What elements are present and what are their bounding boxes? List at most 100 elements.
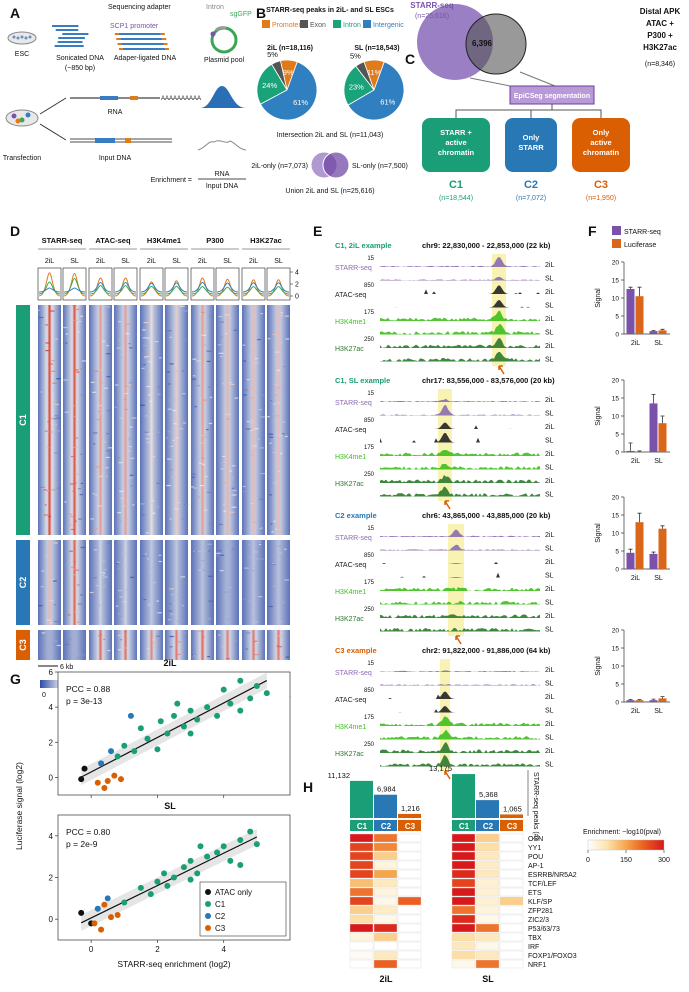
heatmap-noise (205, 475, 208, 478)
heatmap-noise (150, 615, 154, 617)
heatmap-noise (279, 655, 284, 658)
heatmap-noise (79, 602, 84, 604)
heatmap-noise (249, 397, 253, 399)
label: Input DNA (206, 183, 239, 190)
rna-peak (200, 86, 246, 108)
heatmap-cell (373, 959, 398, 969)
error-bar (660, 415, 665, 424)
heatmap-noise (99, 404, 102, 407)
heatmap-cell (475, 950, 500, 960)
column-label: C1 (357, 822, 368, 831)
heatmap-noise (250, 422, 253, 424)
heatmap-noise (285, 435, 288, 438)
heatmap-noise (234, 397, 238, 399)
heatmap-noise (169, 518, 172, 520)
heatmap-noise (225, 314, 230, 316)
heatmap-cell (397, 959, 422, 969)
heatmap-noise (118, 339, 122, 341)
heatmap-noise (260, 472, 266, 475)
label: C1 (449, 179, 463, 191)
heatmap-cell (242, 305, 265, 535)
heatmap-noise (122, 601, 127, 603)
heatmap-noise (125, 647, 128, 649)
region-arrow (498, 365, 505, 375)
label: (n=18,544) (439, 195, 473, 202)
profile-line (89, 285, 112, 295)
adapter (162, 38, 167, 40)
heatmap-noise (258, 541, 262, 543)
condition-label: SL (545, 573, 554, 580)
track-scale: 250 (364, 337, 375, 343)
heatmap-noise (268, 605, 273, 608)
heatmap-noise (181, 604, 185, 607)
point (114, 753, 121, 760)
heatmap-noise (254, 558, 259, 560)
heatmap-noise (63, 326, 68, 329)
heatmap-noise (154, 341, 159, 343)
row-label: IRF (528, 944, 539, 951)
heatmap-noise (123, 566, 129, 568)
point (144, 735, 151, 742)
heatmap-noise (283, 557, 288, 560)
heatmap-noise (142, 329, 146, 331)
heatmap-noise (65, 333, 68, 335)
heatmap-noise (97, 410, 101, 412)
heatmap-noise (125, 589, 129, 591)
cell-icon (25, 112, 31, 118)
label: Enrichment = (151, 177, 192, 184)
label: SL (121, 258, 130, 265)
x-tick-label: SL (654, 708, 663, 715)
heatmap-noise (89, 591, 94, 594)
heatmap-noise (196, 630, 201, 632)
heatmap-noise (207, 543, 213, 545)
cell-icon (24, 36, 28, 40)
bar (658, 698, 667, 702)
heatmap-cell (165, 305, 188, 535)
connector (455, 104, 553, 118)
heatmap-noise (279, 517, 284, 519)
heatmap-noise (274, 351, 280, 353)
heatmap-noise (226, 649, 229, 651)
heatmap-noise (119, 596, 124, 598)
track-signal (380, 670, 540, 672)
heatmap-noise (140, 503, 145, 505)
y-tick-label: 0 (615, 332, 619, 339)
track-signal (380, 464, 540, 470)
heatmap-noise (100, 382, 103, 384)
bar (476, 800, 499, 818)
heatmap-noise (243, 360, 247, 362)
label: active (445, 138, 466, 147)
label: Distal APK (640, 7, 681, 16)
heatmap-noise (152, 639, 155, 641)
error-bar (628, 442, 633, 451)
point (161, 870, 168, 877)
profile-line (140, 281, 163, 297)
heatmap-noise (151, 500, 155, 502)
heatmap-noise (197, 496, 201, 498)
heatmap-cell (349, 914, 374, 924)
point (227, 700, 234, 707)
x-tick-label: 2iL (631, 708, 640, 715)
error-bar (651, 330, 656, 332)
error-bar (651, 394, 656, 404)
track-scale: 15 (367, 256, 374, 262)
y-tick-label: 10 (612, 296, 620, 303)
heatmap-cell (349, 950, 374, 960)
heatmap-noise (273, 403, 277, 405)
heatmap-noise (226, 657, 230, 660)
heatmap-noise (76, 371, 80, 373)
cell-icon (19, 117, 25, 123)
profile-line (242, 286, 265, 295)
heatmap-noise (43, 486, 46, 488)
condition-label: 2iL (545, 289, 554, 296)
heatmap-noise (168, 603, 173, 605)
heatmap-noise (54, 620, 59, 623)
heatmap-noise (145, 532, 149, 534)
heatmap-noise (70, 566, 74, 569)
heatmap-noise (122, 553, 127, 555)
row-label: FOXP1/FOXO3 (528, 953, 577, 960)
heatmap-noise (148, 339, 152, 341)
heatmap-noise (117, 649, 123, 651)
heatmap-cell (349, 860, 374, 870)
heatmap-noise (249, 429, 254, 431)
